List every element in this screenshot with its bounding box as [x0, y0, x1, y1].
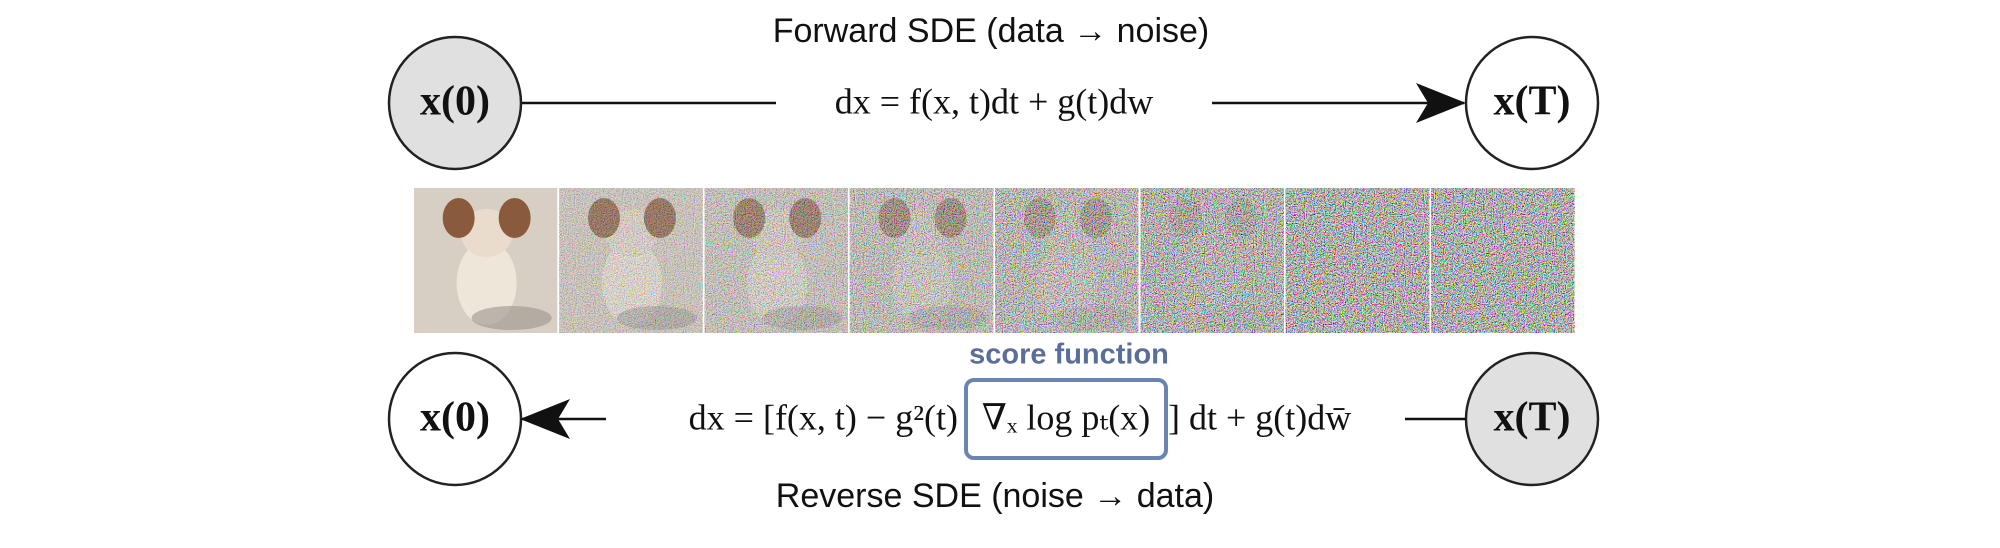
image-noise — [1431, 188, 1575, 333]
image-strip — [414, 188, 1575, 333]
image-noise — [995, 188, 1139, 333]
image-dog-ear — [498, 198, 531, 238]
forward-equation: dx = f(x, t)dt + g(t)dw — [835, 81, 1154, 121]
image-noise — [849, 188, 994, 333]
node-label: x(T) — [1494, 395, 1571, 441]
forward-title: Forward SDE (data → noise) — [773, 12, 1210, 50]
node-label: x(0) — [420, 79, 490, 125]
image-noise — [704, 188, 848, 333]
node-circle — [1464, 35, 1600, 171]
reverse-equation-right: ] dt + g(t)dw̄ — [1168, 397, 1351, 437]
image-noise — [1285, 188, 1430, 333]
reverse-equation-left: dx = [f(x, t) − g²(t) — [689, 397, 958, 437]
node-label: x(T) — [1494, 79, 1571, 125]
image-dog-ear — [442, 198, 475, 238]
node-circle — [387, 35, 523, 171]
score-label: score function — [969, 339, 1169, 371]
image-noise — [1140, 188, 1284, 333]
image-dog-body — [456, 241, 517, 325]
score-box — [964, 378, 1168, 460]
reverse-equation-score: ∇ₓ log pₜ(x) — [982, 397, 1150, 437]
reverse-title: Reverse SDE (noise → data) — [776, 477, 1214, 515]
node-label: x(0) — [420, 395, 490, 441]
image-shadow — [471, 306, 552, 330]
image-noise — [559, 188, 703, 333]
